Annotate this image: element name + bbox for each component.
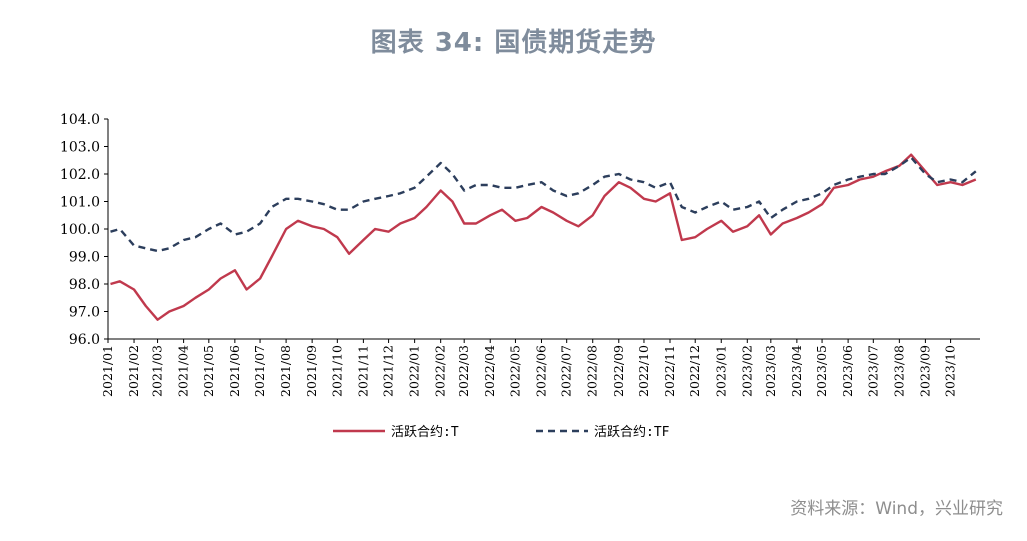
y-tick-label: 100.0 xyxy=(60,222,100,238)
y-tick-label: 99.0 xyxy=(69,250,100,266)
y-tick-label: 103.0 xyxy=(60,140,100,156)
x-tick-label: 2023/09 xyxy=(917,345,932,397)
x-tick-label: 2021/02 xyxy=(126,345,141,397)
y-tick-label: 96.0 xyxy=(69,332,100,348)
x-tick-label: 2021/11 xyxy=(355,345,370,397)
x-tick-label: 2021/06 xyxy=(227,345,242,397)
x-tick-label: 2023/10 xyxy=(943,345,958,397)
x-tick-label: 2021/09 xyxy=(304,345,319,397)
legend: 活跃合约:T 活跃合约:TF xyxy=(333,425,670,440)
x-tick-label: 2022/11 xyxy=(662,345,677,397)
x-axis-ticks: 2021/01 2021/02 2021/03 2021/04 2021/05 2021/… xyxy=(100,339,958,397)
x-tick-label: 2023/08 xyxy=(891,345,906,397)
x-tick-label: 2022/12 xyxy=(687,345,702,397)
x-tick-label: 2021/01 xyxy=(100,345,115,397)
x-tick-label: 2022/09 xyxy=(611,345,626,397)
y-tick-label: 104.0 xyxy=(60,112,100,128)
plot-area xyxy=(110,153,977,321)
series-line-tf xyxy=(110,156,977,253)
chart-axes xyxy=(107,119,980,340)
y-axis-ticks: 96.0 97.0 98.0 99.0 100.0 101.0 102.0 103.0 104.… xyxy=(60,112,108,348)
legend-label: 活跃合约:T xyxy=(391,425,459,440)
x-tick-label: 2023/02 xyxy=(739,345,754,397)
series-line-t xyxy=(110,153,977,321)
x-tick-label: 2021/05 xyxy=(201,345,216,397)
x-tick-label: 2021/12 xyxy=(381,345,396,397)
y-tick-label: 101.0 xyxy=(60,195,100,211)
x-tick-label: 2022/08 xyxy=(585,345,600,397)
y-tick-label: 102.0 xyxy=(60,167,100,183)
source-note: 资料来源：Wind，兴业研究 xyxy=(790,499,1003,519)
x-tick-label: 2022/07 xyxy=(559,345,574,397)
x-tick-label: 2023/03 xyxy=(763,345,778,397)
x-tick-label: 2021/07 xyxy=(252,345,267,397)
legend-label: 活跃合约:TF xyxy=(594,425,670,440)
x-tick-label: 2022/06 xyxy=(533,345,548,397)
x-tick-label: 2022/02 xyxy=(433,345,448,397)
x-tick-label: 2021/04 xyxy=(176,345,191,397)
y-tick-label: 97.0 xyxy=(69,305,100,321)
x-tick-label: 2021/03 xyxy=(150,345,165,397)
x-tick-label: 2022/10 xyxy=(636,345,651,397)
chart-title: 图表 34: 国债期货走势 xyxy=(370,28,657,58)
x-tick-label: 2021/08 xyxy=(278,345,293,397)
x-tick-label: 2022/03 xyxy=(456,345,471,397)
y-tick-label: 98.0 xyxy=(69,277,100,293)
x-tick-label: 2023/06 xyxy=(840,345,855,397)
x-tick-label: 2021/10 xyxy=(329,345,344,397)
x-tick-label: 2023/01 xyxy=(713,345,728,397)
x-tick-label: 2022/05 xyxy=(507,345,522,397)
x-tick-label: 2023/05 xyxy=(814,345,829,397)
x-tick-label: 2023/07 xyxy=(865,345,880,397)
x-tick-label: 2022/01 xyxy=(407,345,422,397)
x-tick-label: 2022/04 xyxy=(482,345,497,397)
x-tick-label: 2023/04 xyxy=(789,345,804,397)
